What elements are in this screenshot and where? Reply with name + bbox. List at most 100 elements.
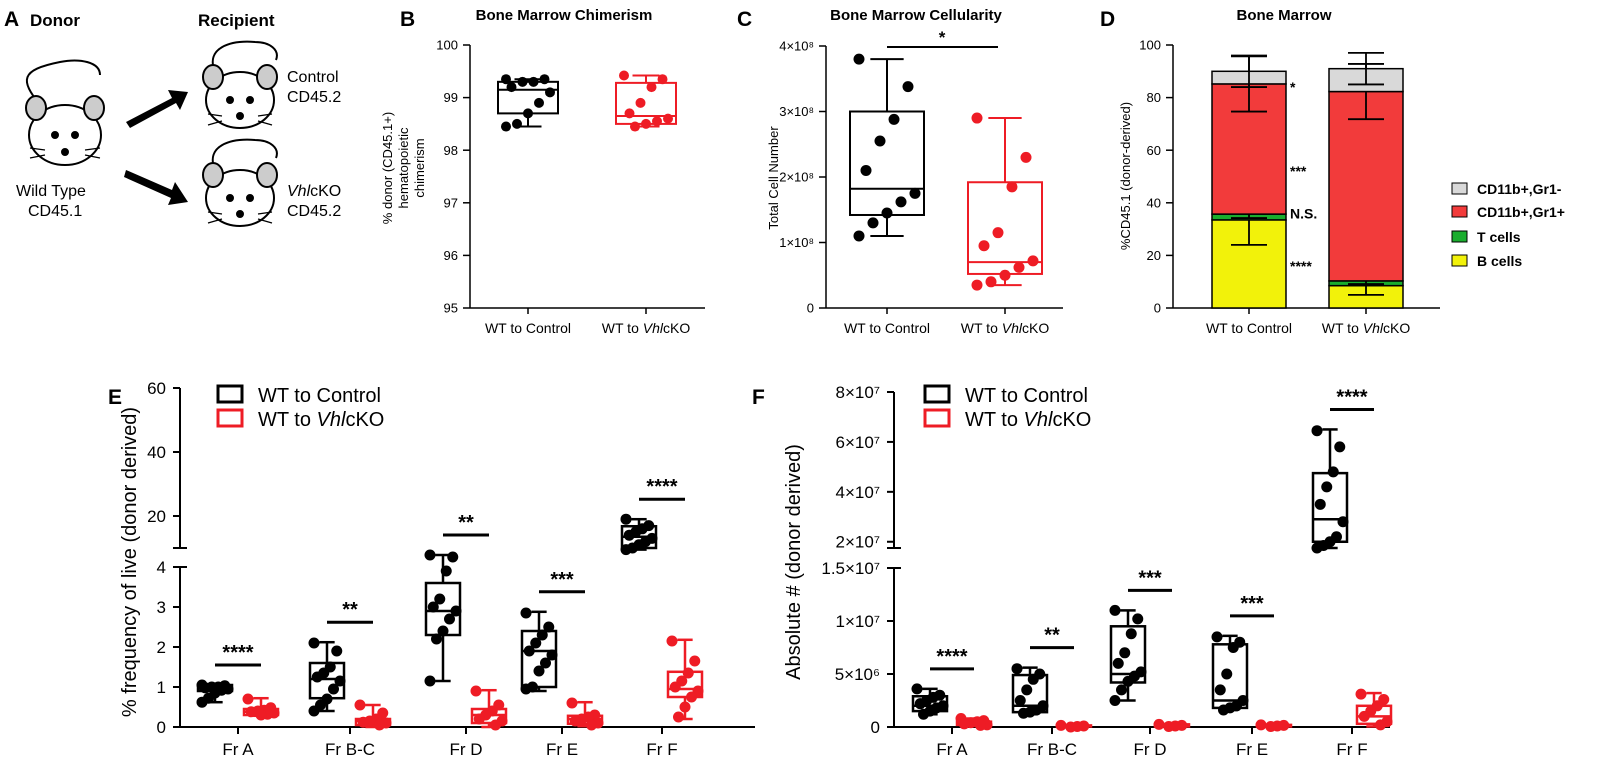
chart-d-ylabel: %CD45.1 (donor-derived) (1118, 102, 1133, 250)
panel-b: B Bone Marrow Chimerism % donor (CD45.1+… (380, 7, 705, 336)
data-point (444, 613, 455, 625)
legend-swatch-vhl (923, 408, 951, 428)
chart-c-y-tick-label: 2×10⁸ (779, 170, 814, 185)
data-point (539, 74, 550, 85)
data-point (501, 74, 511, 85)
recipient-vhl-mouse-icon (202, 138, 278, 227)
chartF-sig-label: *** (1138, 567, 1162, 589)
panel-f-letter: F (752, 386, 765, 409)
recipient-1-line2: CD45.2 (287, 89, 341, 106)
data-point (1122, 675, 1134, 687)
chartF-x-tick-label: Fr D (1133, 740, 1166, 759)
data-point (424, 549, 436, 561)
data-point (501, 121, 511, 132)
data-point (1021, 684, 1033, 696)
chart-d-title: Bone Marrow (1236, 7, 1331, 24)
chart-c-xtick-vhl: WT to VhlcKO (961, 320, 1050, 336)
chartF-y-low-tick-label: 5×10⁶ (835, 665, 880, 684)
chartF-sig-label: ** (1044, 625, 1060, 647)
data-point (1321, 481, 1333, 493)
data-point (520, 607, 532, 619)
data-point (534, 97, 544, 108)
data-point (569, 715, 581, 727)
panel-a: A Donor Recipient Wild Type CD45.1 (4, 8, 341, 227)
data-point (1334, 441, 1346, 453)
chart-b-xtick-vhl: WT to VhlcKO (602, 320, 691, 336)
data-point (523, 645, 535, 657)
data-point (506, 82, 517, 93)
chart-d-xtick-vhl: WT to VhlcKO (1322, 320, 1411, 336)
data-point (546, 649, 558, 661)
legend-label-tcells: T cells (1477, 229, 1521, 245)
legend-swatch-vhl (216, 408, 244, 428)
data-point (1011, 663, 1023, 675)
chartF-sig-label: **** (1336, 386, 1367, 408)
data-point (470, 685, 482, 697)
data-point (1227, 642, 1239, 653)
data-point (1065, 721, 1077, 733)
data-point (909, 187, 921, 199)
chartE-box-control (196, 679, 234, 708)
panel-c: C Bone Marrow Cellularity Total Cell Num… (737, 7, 1063, 336)
chartF-x-tick-label: Fr E (1236, 740, 1268, 759)
chart-d-sig-label: * (1290, 79, 1296, 95)
chart-c-box-control (849, 53, 925, 242)
chart-f-plot: 0 5×10⁶ 1×10⁷ 1.5×10⁷ 2×10⁷ 4×10⁷ 6×10⁷ 8×10⁷ Fr… (821, 383, 1393, 759)
data-point (669, 681, 681, 693)
chartF-x-tick-label: Fr A (936, 740, 968, 759)
data-point (620, 513, 632, 525)
chart-b-plot: 95 96 97 98 99 100 (436, 38, 705, 316)
data-point (354, 699, 366, 711)
legend-label-vhl: WT to VhlcKO (965, 409, 1091, 431)
chartE-y-low-tick-label: 4 (157, 558, 166, 577)
chartE-box-control (424, 549, 462, 687)
data-point (1218, 704, 1229, 716)
legend-swatch-control (923, 384, 951, 404)
chart-d-y-tick-label: 80 (1147, 90, 1161, 105)
recipient-control-mouse-icon (202, 40, 278, 129)
data-point (1375, 719, 1386, 731)
data-point (978, 240, 990, 252)
legend-swatch-gr1-pos (1451, 205, 1468, 218)
chartE-y-low-tick-label: 3 (157, 598, 166, 617)
chartE-box-vhl (566, 697, 604, 731)
data-point (1018, 707, 1029, 719)
chartF-box-control (1311, 425, 1349, 554)
chartE-y-low-tick-label: 0 (157, 718, 166, 737)
data-point (646, 82, 657, 93)
arrow-icon (124, 170, 188, 205)
data-point (971, 112, 983, 124)
donor-mouse-icon (25, 59, 105, 166)
chart-f-ylabel: Absolute # (donor derived) (783, 444, 805, 680)
legend-label-control: WT to Control (258, 385, 381, 407)
data-point (1125, 628, 1137, 640)
data-point (663, 113, 673, 124)
chartE-box-control (308, 637, 346, 717)
data-point (308, 637, 320, 649)
data-point (1314, 498, 1326, 510)
data-point (1163, 720, 1175, 732)
chartE-box-vhl (354, 699, 392, 731)
chart-b-y-tick-label: 100 (436, 38, 458, 53)
chartF-y-low-tick-label: 0 (871, 718, 880, 737)
data-point (440, 565, 452, 577)
chart-d-sig-label: **** (1290, 258, 1312, 274)
chart-e-legend: WT to Control WT to VhlcKO (216, 384, 384, 431)
chart-b-y-tick-label: 95 (444, 301, 458, 316)
data-point (1221, 668, 1233, 680)
data-point (881, 207, 893, 219)
chart-b-ylabel: % donor (CD45.1+) (380, 112, 395, 224)
chart-c-y-tick-label: 1×10⁸ (779, 235, 814, 250)
data-point (867, 217, 879, 229)
data-point (357, 716, 369, 728)
data-point (1109, 604, 1121, 616)
panel-c-letter: C (737, 8, 752, 31)
panel-d-letter: D (1100, 8, 1115, 31)
chartE-sig-label: **** (222, 642, 253, 664)
data-point (311, 671, 323, 683)
chartF-box-control (911, 683, 949, 720)
chartF-sig-label: **** (936, 646, 967, 668)
data-point (682, 667, 694, 679)
chartF-box-vhl (955, 713, 993, 731)
